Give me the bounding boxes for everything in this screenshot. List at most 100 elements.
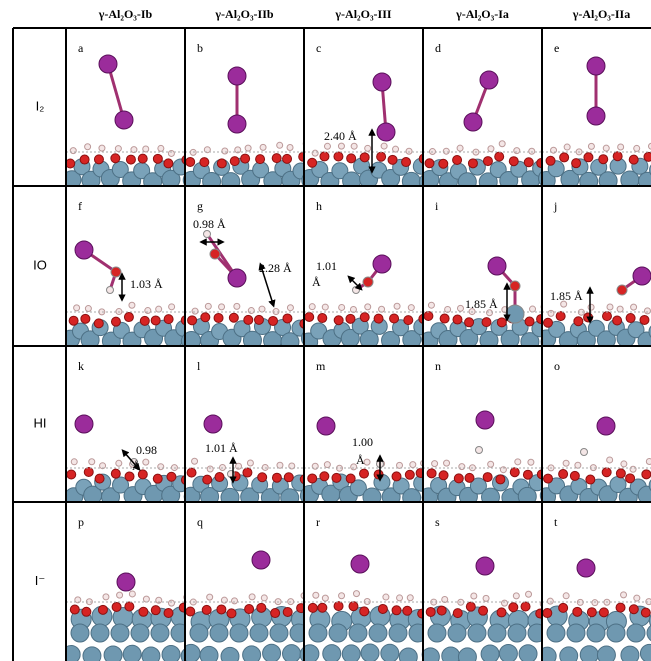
h-atom — [287, 305, 293, 311]
o-atom — [305, 312, 314, 321]
panel-letter: c — [316, 41, 321, 55]
o-atom — [244, 315, 253, 324]
o-atom — [151, 606, 160, 615]
h-atom — [617, 306, 623, 312]
o-atom — [217, 605, 226, 614]
o-atom — [613, 316, 622, 325]
o-atom — [283, 314, 292, 323]
atom — [107, 287, 114, 294]
atom — [476, 411, 494, 429]
al-atom — [221, 647, 239, 661]
atom — [476, 447, 483, 454]
o-atom — [186, 607, 195, 616]
distance-label: 1.01 — [316, 259, 337, 273]
o-atom — [241, 154, 250, 163]
h-atom — [245, 145, 251, 151]
o-atom — [599, 155, 608, 164]
atom — [587, 107, 605, 125]
o-atom — [153, 154, 162, 163]
h-atom — [71, 459, 77, 465]
o-atom — [587, 608, 596, 617]
h-atom — [143, 146, 149, 152]
o-atom — [94, 155, 103, 164]
o-atom — [164, 159, 173, 168]
al-atom — [131, 624, 149, 642]
distance-label: 1.01 Å — [205, 441, 238, 455]
o-atom — [95, 474, 104, 483]
al-atom — [349, 624, 367, 642]
h-atom — [381, 143, 387, 149]
o-atom — [544, 474, 553, 483]
o-atom — [66, 159, 75, 168]
h-atom — [248, 308, 254, 314]
atom — [252, 551, 270, 569]
al-atom — [142, 647, 160, 661]
h-atom — [156, 306, 162, 312]
o-atom — [644, 152, 651, 161]
al-atom — [250, 624, 268, 642]
o-atom — [80, 155, 89, 164]
al-atom — [580, 172, 598, 190]
panel-letter: r — [316, 515, 320, 529]
o-atom — [465, 318, 474, 327]
panel: r — [301, 515, 451, 661]
h-atom — [322, 304, 328, 310]
al-atom — [481, 488, 499, 506]
al-atom — [62, 646, 80, 661]
o-atom — [334, 316, 343, 325]
h-atom — [262, 464, 268, 470]
h-atom — [116, 460, 122, 466]
atom — [506, 305, 524, 323]
al-atom — [409, 624, 427, 642]
o-atom — [641, 608, 650, 617]
o-atom — [349, 602, 358, 611]
atom — [476, 557, 494, 575]
h-atom — [259, 306, 265, 312]
o-atom — [483, 473, 492, 482]
h-atom — [588, 143, 594, 149]
o-atom — [215, 473, 224, 482]
o-atom — [138, 154, 147, 163]
o-atom — [616, 603, 625, 612]
o-atom — [390, 314, 399, 323]
row-label: IO — [33, 257, 47, 272]
panel-letter: i — [435, 199, 439, 213]
o-atom — [629, 155, 638, 164]
column-header: γ-Al₂O₃-Ia — [455, 7, 509, 21]
o-atom — [453, 609, 462, 618]
h-atom — [630, 466, 636, 472]
al-atom — [283, 645, 301, 661]
o-atom — [256, 155, 265, 164]
o-atom — [497, 608, 506, 617]
h-atom — [592, 600, 598, 606]
panel: m1.00Å — [301, 359, 450, 507]
panel: i1.85 Å — [420, 199, 568, 351]
al-atom — [83, 647, 101, 661]
al-atom — [587, 624, 605, 642]
h-atom — [234, 303, 240, 309]
distance-label: Å — [312, 275, 321, 289]
o-atom — [284, 473, 293, 482]
al-atom — [203, 172, 221, 190]
o-atom — [111, 469, 120, 478]
o-atom — [81, 314, 90, 323]
al-atom — [71, 624, 89, 642]
h-atom — [428, 302, 434, 308]
o-atom — [318, 603, 327, 612]
o-atom — [125, 472, 134, 481]
al-atom — [369, 624, 387, 642]
o-atom — [546, 156, 555, 165]
h-atom — [249, 594, 255, 600]
al-atom — [381, 644, 399, 661]
al-atom — [488, 624, 506, 642]
h-atom — [261, 595, 267, 601]
o-atom — [69, 316, 78, 325]
atom — [353, 287, 360, 294]
h-atom — [143, 459, 149, 465]
h-atom — [277, 462, 283, 468]
atom — [115, 111, 133, 129]
panel: k0.98Å — [65, 359, 211, 506]
h-atom — [158, 464, 164, 470]
al-atom — [547, 624, 565, 642]
h-atom — [514, 148, 520, 154]
